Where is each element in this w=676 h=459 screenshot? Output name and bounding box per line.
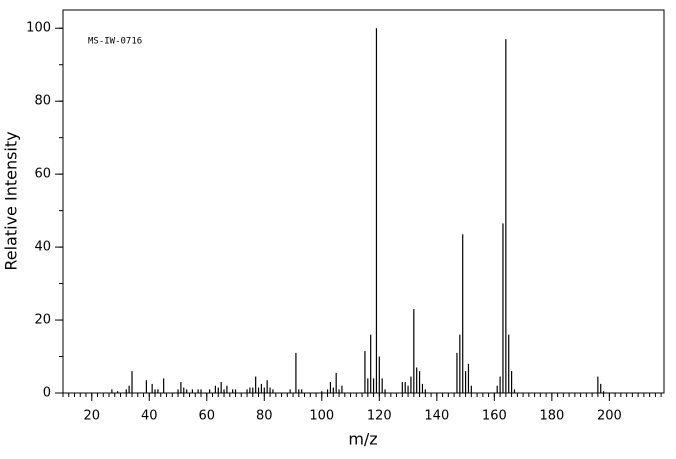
plot-frame bbox=[62, 9, 665, 394]
x-tick-label: 140 bbox=[424, 409, 449, 424]
x-tick-label: 60 bbox=[199, 409, 216, 424]
x-axis-label: m/z bbox=[348, 430, 377, 449]
y-tick-label: 60 bbox=[34, 167, 51, 182]
annotation: MS-IW-0716 bbox=[88, 37, 142, 47]
x-tick-label: 100 bbox=[309, 409, 334, 424]
y-tick-label: 20 bbox=[34, 313, 51, 328]
y-tick-label: 40 bbox=[34, 240, 51, 255]
y-tick-label: 100 bbox=[26, 21, 51, 36]
x-tick-label: 20 bbox=[83, 409, 100, 424]
y-tick-label: 80 bbox=[34, 94, 51, 109]
y-tick-label: 0 bbox=[43, 386, 51, 401]
x-tick-label: 120 bbox=[367, 409, 392, 424]
x-tick-label: 180 bbox=[539, 409, 564, 424]
y-axis-label: Relative Intensity bbox=[2, 131, 21, 270]
x-tick-label: 160 bbox=[482, 409, 507, 424]
x-tick-label: 40 bbox=[141, 409, 158, 424]
x-tick-label: 80 bbox=[256, 409, 273, 424]
x-tick-label: 200 bbox=[597, 409, 622, 424]
